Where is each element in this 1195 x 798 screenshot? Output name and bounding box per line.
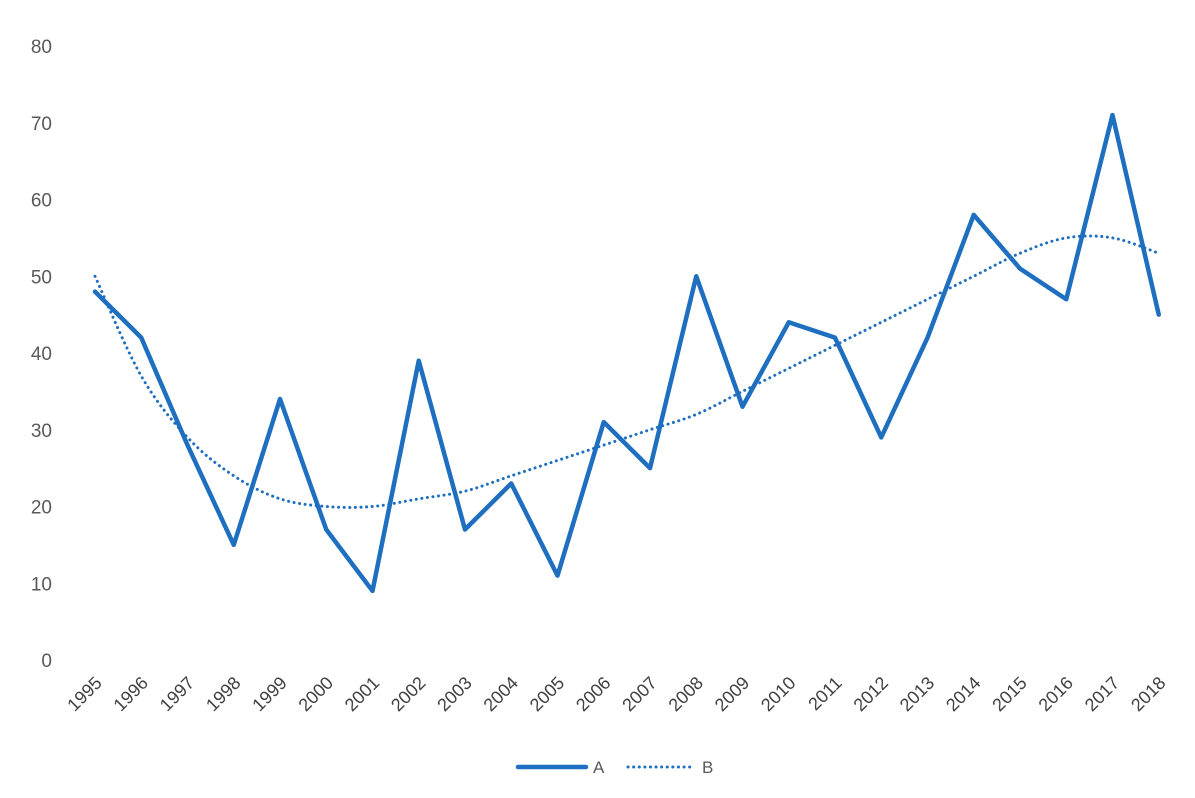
x-tick-label: 1997 <box>156 673 198 715</box>
data-point-a <box>278 397 282 401</box>
x-tick-label: 2008 <box>665 673 707 715</box>
data-point-a <box>1111 113 1115 117</box>
y-axis: 0 10 20 30 40 50 60 70 80 <box>31 37 52 672</box>
legend-label-a: A <box>593 758 605 777</box>
data-point-b <box>833 343 837 347</box>
x-tick-label: 2004 <box>480 673 522 715</box>
x-tick-label: 2001 <box>341 673 383 715</box>
data-point-a <box>926 336 930 340</box>
x-tick-label: 2003 <box>433 673 475 715</box>
data-point-b <box>648 428 652 432</box>
data-point-a <box>186 443 190 447</box>
data-point-b <box>139 374 143 378</box>
data-point-a <box>371 589 375 593</box>
series-line-a <box>92 112 1161 594</box>
x-tick-label: 2000 <box>295 673 337 715</box>
x-tick-label: 2016 <box>1035 673 1077 715</box>
data-point-b <box>879 320 883 324</box>
data-point-a <box>1018 267 1022 271</box>
data-point-a <box>833 336 837 340</box>
x-tick-label: 1995 <box>63 673 105 715</box>
data-point-b <box>1111 236 1115 240</box>
data-point-b <box>556 458 560 462</box>
data-point-a <box>787 320 791 324</box>
y-tick-label: 10 <box>31 574 52 595</box>
data-point-a <box>93 290 97 294</box>
data-point-b <box>926 297 930 301</box>
data-point-a <box>324 528 328 532</box>
x-tick-label: 2005 <box>526 673 568 715</box>
y-tick-label: 0 <box>41 651 52 672</box>
data-point-b <box>602 443 606 447</box>
legend-label-b: B <box>702 758 713 777</box>
x-tick-label: 2017 <box>1081 673 1123 715</box>
x-tick-label: 2014 <box>942 673 984 715</box>
data-point-b <box>186 435 190 439</box>
data-point-a <box>972 213 976 217</box>
y-tick-label: 70 <box>31 114 52 135</box>
data-point-a <box>463 528 467 532</box>
y-tick-label: 30 <box>31 421 52 442</box>
data-point-b <box>1018 251 1022 255</box>
data-point-a <box>509 481 513 485</box>
y-tick-label: 20 <box>31 498 52 519</box>
data-point-a <box>1064 297 1068 301</box>
x-tick-label: 2011 <box>804 673 846 715</box>
data-point-b <box>232 474 236 478</box>
x-tick-label: 2002 <box>387 673 429 715</box>
data-point-a <box>417 359 421 363</box>
data-point-b <box>463 489 467 493</box>
data-point-b <box>324 505 328 509</box>
y-tick-label: 60 <box>31 191 52 212</box>
y-tick-label: 50 <box>31 267 52 288</box>
x-tick-label: 2007 <box>618 673 660 715</box>
series-line-b <box>93 234 1161 509</box>
x-tick-label: 2013 <box>896 673 938 715</box>
series-layer <box>92 112 1161 594</box>
data-point-b <box>371 505 375 509</box>
data-point-a <box>556 574 560 578</box>
data-point-a <box>1157 313 1161 317</box>
y-tick-label: 80 <box>31 37 52 58</box>
x-tick-label: 2009 <box>711 673 753 715</box>
data-point-b <box>787 366 791 370</box>
data-point-b <box>278 497 282 501</box>
x-axis: 1995 1996 1997 1998 1999 2000 2001 2002 2003 2004… <box>63 673 1169 715</box>
data-point-b <box>972 274 976 278</box>
x-tick-label: 2010 <box>757 673 799 715</box>
data-point-b <box>1157 251 1161 255</box>
data-point-a <box>232 543 236 547</box>
legend: A B <box>515 758 713 777</box>
y-tick-label: 40 <box>31 344 52 365</box>
data-point-a <box>741 405 745 409</box>
data-point-b <box>417 497 421 501</box>
x-tick-label: 1998 <box>202 673 244 715</box>
data-point-a <box>879 435 883 439</box>
x-tick-label: 2006 <box>572 673 614 715</box>
data-point-b <box>93 274 97 278</box>
x-tick-label: 2012 <box>850 673 892 715</box>
x-tick-label: 2018 <box>1127 673 1169 715</box>
data-point-b <box>694 412 698 416</box>
data-point-b <box>1064 236 1068 240</box>
data-point-b <box>509 474 513 478</box>
x-tick-label: 2015 <box>988 673 1030 715</box>
x-tick-label: 1996 <box>110 673 152 715</box>
data-point-a <box>694 274 698 278</box>
data-point-a <box>648 466 652 470</box>
data-point-a <box>139 336 143 340</box>
x-tick-label: 1999 <box>248 673 290 715</box>
data-point-a <box>602 420 606 424</box>
data-point-b <box>741 389 745 393</box>
